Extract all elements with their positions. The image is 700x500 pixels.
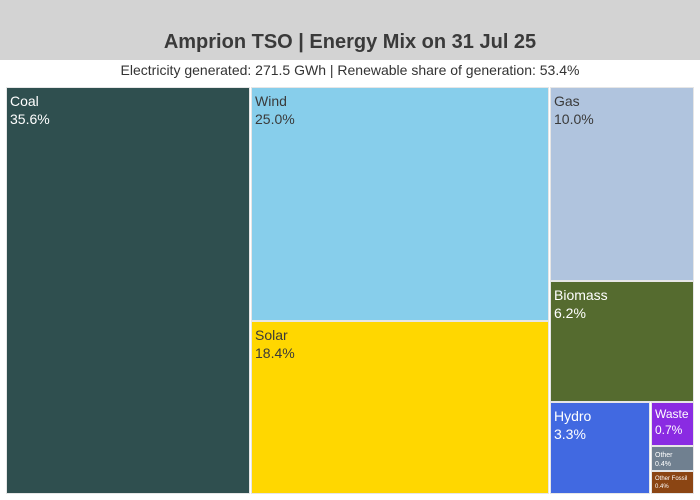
tile-percent: 10.0% — [554, 111, 594, 128]
tile-label: Biomass — [554, 287, 608, 303]
treemap-tile-biomass[interactable]: Biomass 6.2% — [550, 281, 694, 402]
tile-label: Coal — [10, 93, 39, 109]
tile-percent: 0.4% — [655, 483, 669, 490]
chart-title: Amprion TSO | Energy Mix on 31 Jul 25 — [163, 31, 537, 53]
tile-percent: 3.3% — [554, 426, 586, 443]
tile-label: Other — [655, 452, 673, 459]
treemap-tile-coal[interactable]: Coal 35.6% — [6, 87, 250, 494]
treemap-tile-wind[interactable]: Wind 25.0% — [251, 87, 549, 321]
treemap-tile-waste[interactable]: Waste 0.7% — [651, 402, 694, 446]
tile-percent: 0.7% — [655, 422, 683, 437]
tile-percent: 35.6% — [10, 111, 50, 128]
chart-subtitle: Electricity generated: 271.5 GWh | Renew… — [120, 62, 580, 78]
treemap-tile-hydro[interactable]: Hydro 3.3% — [550, 402, 650, 494]
tile-label: Solar — [255, 327, 288, 343]
tile-label: Wind — [255, 93, 287, 109]
title-bar — [0, 0, 700, 60]
treemap-tile-gas[interactable]: Gas 10.0% — [550, 87, 694, 281]
tile-percent: 18.4% — [255, 345, 295, 362]
tile-label: Hydro — [554, 408, 592, 424]
treemap-tile-other-fossil[interactable]: Other Fossil 0.4% — [651, 471, 694, 494]
treemap-tile-solar[interactable]: Solar 18.4% — [251, 321, 549, 494]
tile-label: Other Fossil — [655, 476, 688, 482]
tile-label: Gas — [554, 93, 580, 109]
treemap: Coal 35.6% Wind 25.0% Solar 18.4% Gas 10.0% Biom… — [6, 87, 694, 494]
tile-label: Waste — [655, 407, 689, 421]
treemap-tile-other[interactable]: Other 0.4% — [651, 446, 694, 471]
tile-percent: 0.4% — [655, 461, 671, 469]
tile-percent: 6.2% — [554, 305, 586, 322]
tile-percent: 25.0% — [255, 111, 295, 128]
